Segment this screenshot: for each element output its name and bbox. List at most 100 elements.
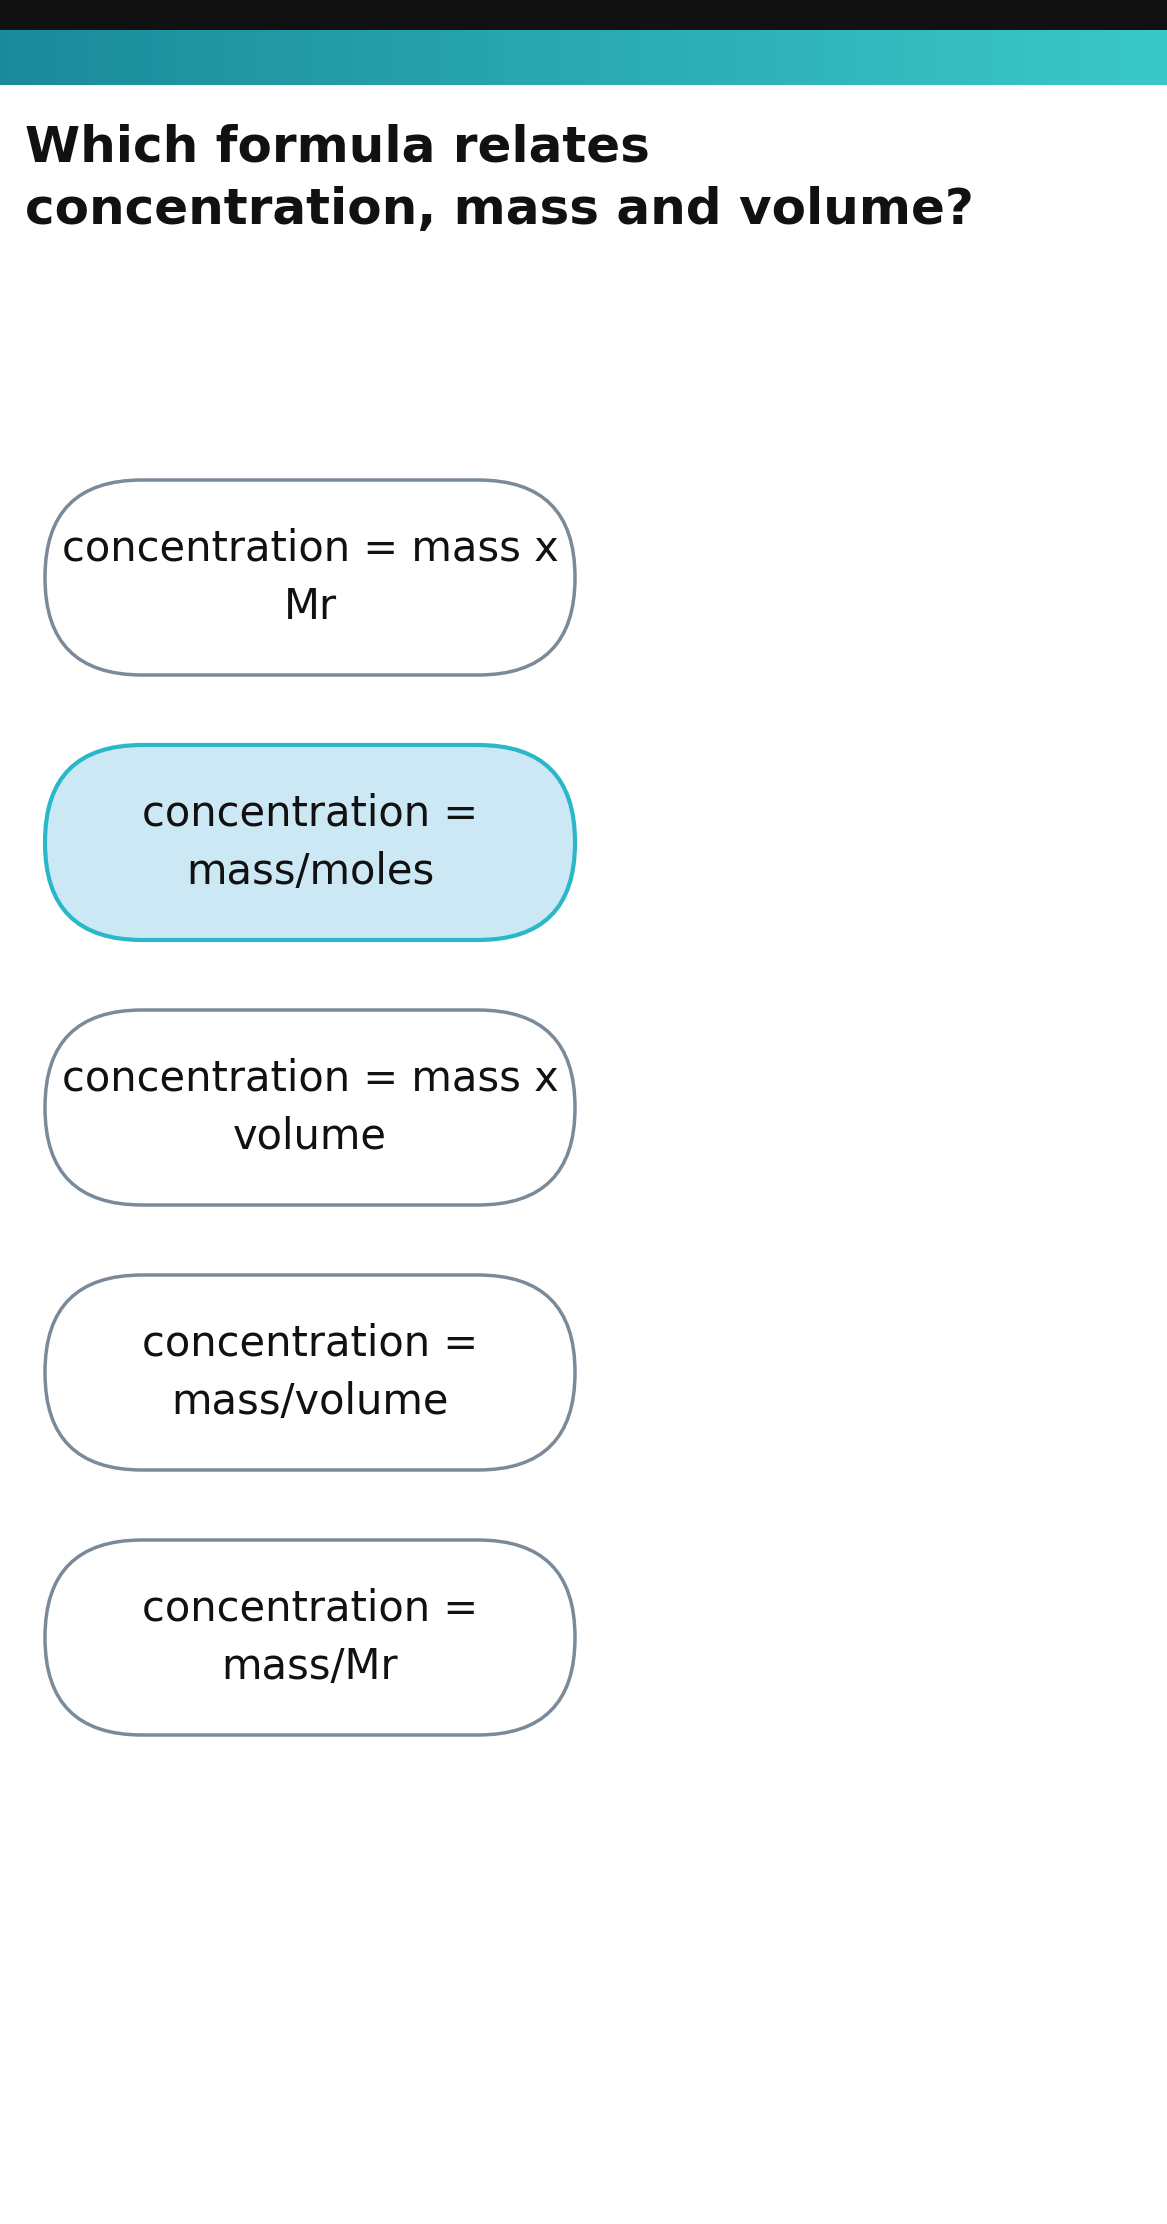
FancyBboxPatch shape [1015,29,1028,85]
FancyBboxPatch shape [292,29,305,85]
FancyBboxPatch shape [432,29,445,85]
FancyBboxPatch shape [35,29,48,85]
FancyBboxPatch shape [303,29,316,85]
FancyBboxPatch shape [163,29,176,85]
FancyBboxPatch shape [373,29,386,85]
FancyBboxPatch shape [198,29,211,85]
FancyBboxPatch shape [408,29,421,85]
FancyBboxPatch shape [23,29,36,85]
FancyBboxPatch shape [537,29,550,85]
FancyBboxPatch shape [642,29,655,85]
FancyBboxPatch shape [46,480,575,676]
FancyBboxPatch shape [0,29,13,85]
FancyBboxPatch shape [70,29,83,85]
FancyBboxPatch shape [1004,29,1016,85]
FancyBboxPatch shape [315,29,328,85]
FancyBboxPatch shape [187,29,200,85]
FancyBboxPatch shape [257,29,270,85]
FancyBboxPatch shape [1097,29,1110,85]
FancyBboxPatch shape [794,29,806,85]
Text: concentration =
mass/Mr: concentration = mass/Mr [142,1588,478,1688]
FancyBboxPatch shape [922,29,935,85]
FancyBboxPatch shape [210,29,223,85]
FancyBboxPatch shape [1074,29,1086,85]
FancyBboxPatch shape [1120,29,1133,85]
FancyBboxPatch shape [782,29,795,85]
FancyBboxPatch shape [490,29,503,85]
FancyBboxPatch shape [222,29,235,85]
FancyBboxPatch shape [233,29,246,85]
FancyBboxPatch shape [654,29,666,85]
FancyBboxPatch shape [992,29,1005,85]
FancyBboxPatch shape [770,29,783,85]
FancyBboxPatch shape [619,29,631,85]
FancyBboxPatch shape [467,29,480,85]
Text: Which formula relates: Which formula relates [25,125,650,171]
FancyBboxPatch shape [0,0,1167,29]
FancyBboxPatch shape [840,29,853,85]
FancyBboxPatch shape [852,29,865,85]
FancyBboxPatch shape [46,745,575,941]
FancyBboxPatch shape [980,29,993,85]
FancyBboxPatch shape [1050,29,1063,85]
FancyBboxPatch shape [46,1539,575,1735]
FancyBboxPatch shape [607,29,620,85]
FancyBboxPatch shape [1085,29,1098,85]
FancyBboxPatch shape [338,29,351,85]
FancyBboxPatch shape [595,29,608,85]
FancyBboxPatch shape [280,29,293,85]
FancyBboxPatch shape [455,29,468,85]
FancyBboxPatch shape [665,29,678,85]
FancyBboxPatch shape [362,29,375,85]
Text: concentration =
mass/moles: concentration = mass/moles [142,792,478,892]
FancyBboxPatch shape [152,29,165,85]
FancyBboxPatch shape [268,29,281,85]
FancyBboxPatch shape [1132,29,1145,85]
FancyBboxPatch shape [689,29,701,85]
FancyBboxPatch shape [12,29,25,85]
FancyBboxPatch shape [864,29,876,85]
FancyBboxPatch shape [513,29,526,85]
FancyBboxPatch shape [350,29,363,85]
FancyBboxPatch shape [572,29,585,85]
FancyBboxPatch shape [910,29,923,85]
FancyBboxPatch shape [1027,29,1040,85]
FancyBboxPatch shape [724,29,736,85]
FancyBboxPatch shape [957,29,970,85]
FancyBboxPatch shape [47,29,60,85]
FancyBboxPatch shape [46,1274,575,1470]
FancyBboxPatch shape [630,29,643,85]
FancyBboxPatch shape [58,29,71,85]
FancyBboxPatch shape [525,29,538,85]
FancyBboxPatch shape [502,29,515,85]
Text: concentration = mass x
volume: concentration = mass x volume [62,1056,558,1159]
FancyBboxPatch shape [899,29,911,85]
FancyBboxPatch shape [747,29,760,85]
Text: concentration = mass x
Mr: concentration = mass x Mr [62,527,558,627]
FancyBboxPatch shape [1109,29,1121,85]
FancyBboxPatch shape [397,29,410,85]
FancyBboxPatch shape [548,29,561,85]
FancyBboxPatch shape [1155,29,1167,85]
FancyBboxPatch shape [175,29,188,85]
FancyBboxPatch shape [735,29,748,85]
FancyBboxPatch shape [385,29,398,85]
FancyBboxPatch shape [1039,29,1051,85]
Text: concentration, mass and volume?: concentration, mass and volume? [25,187,974,234]
FancyBboxPatch shape [105,29,118,85]
FancyBboxPatch shape [584,29,596,85]
FancyBboxPatch shape [875,29,888,85]
FancyBboxPatch shape [82,29,95,85]
FancyBboxPatch shape [817,29,830,85]
FancyBboxPatch shape [420,29,433,85]
FancyBboxPatch shape [712,29,725,85]
FancyBboxPatch shape [327,29,340,85]
Text: concentration =
mass/volume: concentration = mass/volume [142,1323,478,1423]
FancyBboxPatch shape [677,29,690,85]
FancyBboxPatch shape [805,29,818,85]
FancyBboxPatch shape [1144,29,1156,85]
FancyBboxPatch shape [934,29,946,85]
FancyBboxPatch shape [560,29,573,85]
FancyBboxPatch shape [128,29,141,85]
FancyBboxPatch shape [1062,29,1075,85]
